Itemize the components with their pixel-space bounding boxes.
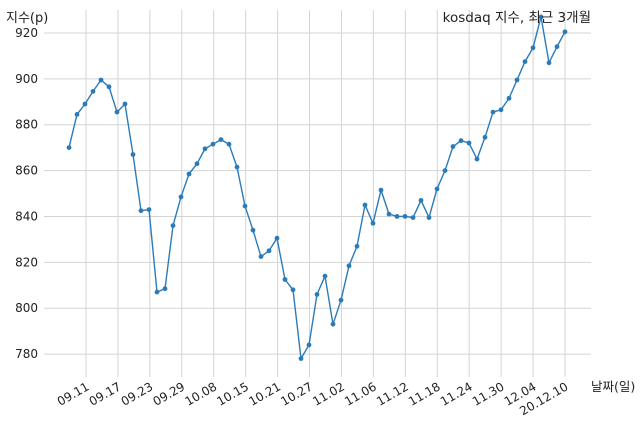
data-point [226,141,232,147]
x-tick-label: 11.12 [374,379,411,408]
x-tick-label: 11.24 [438,379,475,408]
data-point [506,95,512,101]
y-tick-label: 780 [15,347,38,361]
data-point [194,161,200,167]
x-tick-label: 09.29 [151,379,188,408]
x-tick-label: 09.17 [87,379,124,408]
data-point [554,44,560,50]
data-point [482,134,488,140]
data-point [338,297,344,303]
data-point [458,138,464,144]
chart-title: kosdaq 지수, 최근 3개월 [443,10,591,26]
data-point [362,202,368,208]
data-point [490,109,496,115]
data-point [306,342,312,348]
series-line [68,16,566,361]
x-tick-label: 09.11 [55,379,92,408]
y-tick-label: 800 [15,301,38,315]
data-point [394,214,400,219]
data-point [162,286,168,292]
x-tick-label: 10.27 [278,379,315,408]
data-point [146,207,152,213]
data-point [322,273,328,279]
data-point [418,198,424,203]
data-point [474,156,480,162]
data-point [282,277,288,282]
data-point [298,356,304,361]
data-point [154,289,160,295]
data-point [130,152,136,157]
x-tick-label: 11.18 [406,379,443,408]
data-point [514,77,520,83]
data-point [210,141,216,147]
data-point [538,14,544,20]
series [68,16,566,361]
data-point [82,101,88,107]
x-tick-label: 10.21 [246,379,283,408]
data-point [378,187,384,193]
data-point [258,254,264,259]
data-point [354,243,360,249]
data-point [66,145,72,151]
data-points [66,14,568,361]
data-point [386,211,392,217]
y-tick-label: 820 [15,255,38,269]
x-axis-label: 날짜(일) [591,379,635,394]
data-point [530,45,536,51]
y-tick-label: 840 [15,209,38,223]
data-point [138,208,144,214]
data-point [498,107,504,113]
y-tick-label: 860 [15,164,38,178]
x-tick-label: 11.30 [470,379,507,408]
data-point [466,140,472,146]
data-point [314,292,320,297]
data-point [562,29,568,35]
data-point [218,137,224,143]
data-point [178,194,184,200]
y-axis-label: 지수(p) [6,11,48,26]
x-tick-label: 10.15 [214,379,251,408]
grid [44,10,591,377]
data-point [410,215,416,221]
data-point [434,186,440,192]
data-point [370,220,376,226]
x-tick-label: 11.06 [342,379,379,408]
data-point [106,84,112,90]
y-tick-label: 900 [15,72,38,86]
data-point [114,109,120,115]
y-tick-label: 920 [15,26,38,40]
data-point [522,59,528,64]
data-point [202,146,208,152]
data-point [274,235,280,241]
x-tick-label: 11.02 [310,379,347,408]
data-point [122,101,128,107]
data-point [290,287,296,293]
y-tick-label: 880 [15,118,38,132]
data-point [426,215,432,221]
data-point [346,263,352,269]
data-point [546,60,552,66]
data-point [186,171,192,177]
data-point [90,89,96,94]
data-point [98,77,104,83]
x-tick-label: 09.23 [119,379,156,408]
data-point [74,112,80,117]
data-point [330,321,336,327]
data-point [402,214,408,219]
data-point [250,227,256,233]
data-point [266,248,272,254]
data-point [450,144,456,149]
data-point [442,168,448,174]
x-tick-label: 10.08 [182,379,219,408]
data-point [242,203,248,209]
data-point [234,164,240,170]
data-point [170,223,176,229]
